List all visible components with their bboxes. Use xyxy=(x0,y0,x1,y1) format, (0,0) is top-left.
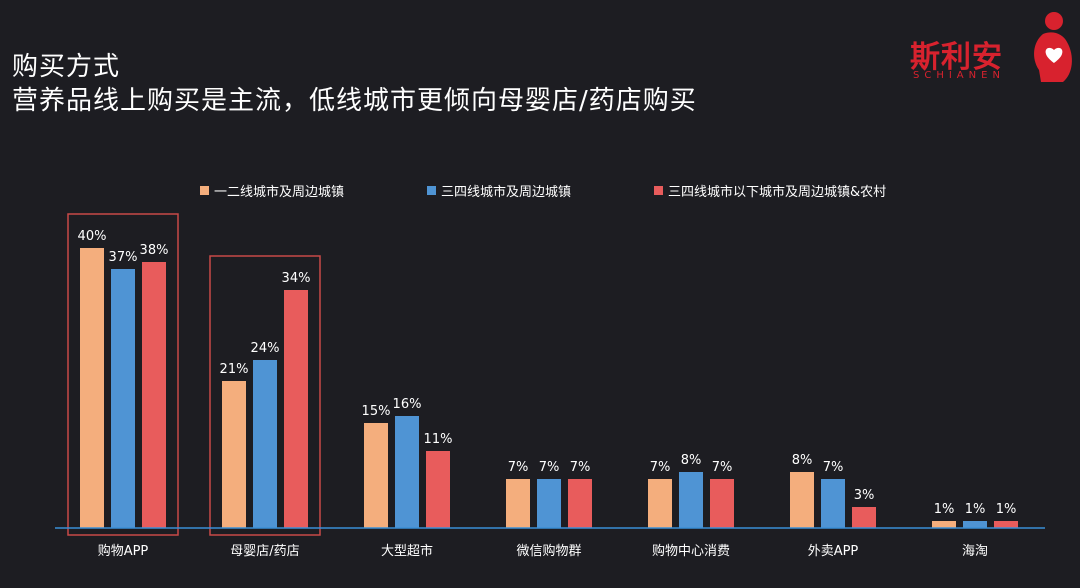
data-label: 16% xyxy=(393,397,422,412)
data-label: 7% xyxy=(508,460,529,475)
bar xyxy=(537,479,561,528)
chart-legend: 一二线城市及周边城镇 三四线城市及周边城镇 三四线城市以下城市及周边城镇&农村 xyxy=(0,181,1080,201)
legend-swatch xyxy=(654,186,663,195)
data-label: 7% xyxy=(539,460,560,475)
highlight-box xyxy=(209,255,321,536)
data-label: 37% xyxy=(109,250,138,265)
legend-item-tier1: 一二线城市及周边城镇 xyxy=(200,181,344,200)
title-line-2: 营养品线上购买是主流，低线城市更倾向母婴店/药店购买 xyxy=(12,86,697,116)
title-line-1: 购买方式 xyxy=(12,52,121,82)
pregnant-mother-heart-icon xyxy=(1034,12,1072,82)
legend-item-lower-tier: 三四线城市以下城市及周边城镇&农村 xyxy=(654,181,886,200)
bar xyxy=(932,521,956,528)
bar xyxy=(222,381,246,528)
data-label: 8% xyxy=(681,453,702,468)
bar xyxy=(506,479,530,528)
bar xyxy=(284,290,308,528)
bar xyxy=(426,451,450,528)
category-label: 购物APP xyxy=(98,543,149,559)
data-label: 40% xyxy=(78,229,107,244)
data-label: 24% xyxy=(251,341,280,356)
logo-subtext: SCHIANEN xyxy=(913,70,1005,81)
highlight-box xyxy=(67,213,179,536)
data-label: 1% xyxy=(965,502,986,517)
category-label: 大型超市 xyxy=(381,543,433,559)
data-label: 15% xyxy=(362,404,391,419)
legend-label: 三四线城市及周边城镇 xyxy=(441,185,572,200)
legend-swatch xyxy=(200,186,209,195)
page-title: 购买方式 营养品线上购买是主流，低线城市更倾向母婴店/药店购买 xyxy=(12,50,697,118)
bar xyxy=(710,479,734,528)
bar xyxy=(648,479,672,528)
data-label: 21% xyxy=(220,362,249,377)
bar xyxy=(679,472,703,528)
data-label: 3% xyxy=(854,488,875,503)
logo-text: 斯利安 xyxy=(910,40,1003,75)
bar xyxy=(364,423,388,528)
category-label: 微信购物群 xyxy=(516,543,581,559)
data-label: 1% xyxy=(934,502,955,517)
bar xyxy=(253,360,277,528)
data-label: 38% xyxy=(140,243,169,258)
legend-label: 一二线城市及周边城镇 xyxy=(214,185,345,200)
bar xyxy=(142,262,166,528)
bar xyxy=(963,521,987,528)
data-label: 11% xyxy=(424,432,453,447)
legend-swatch xyxy=(427,186,436,195)
data-label: 1% xyxy=(996,502,1017,517)
bar xyxy=(568,479,592,528)
bar xyxy=(111,269,135,528)
category-label: 外卖APP xyxy=(808,544,859,559)
brand-logo: 斯利安 SCHIANEN xyxy=(905,8,1075,88)
legend-item-tier3-4: 三四线城市及周边城镇 xyxy=(427,181,571,200)
legend-label: 三四线城市以下城市及周边城镇&农村 xyxy=(668,185,887,200)
data-label: 34% xyxy=(282,271,311,286)
data-label: 7% xyxy=(570,460,591,475)
category-label: 母婴店/药店 xyxy=(230,544,299,559)
bar xyxy=(994,521,1018,528)
data-label: 7% xyxy=(823,460,844,475)
bar xyxy=(852,507,876,528)
bar xyxy=(80,248,104,528)
data-label: 8% xyxy=(792,453,813,468)
category-label: 海淘 xyxy=(962,544,988,559)
bar xyxy=(790,472,814,528)
data-label: 7% xyxy=(650,460,671,475)
data-label: 7% xyxy=(712,460,733,475)
category-label: 购物中心消费 xyxy=(652,543,730,559)
bar xyxy=(395,416,419,528)
bar xyxy=(821,479,845,528)
